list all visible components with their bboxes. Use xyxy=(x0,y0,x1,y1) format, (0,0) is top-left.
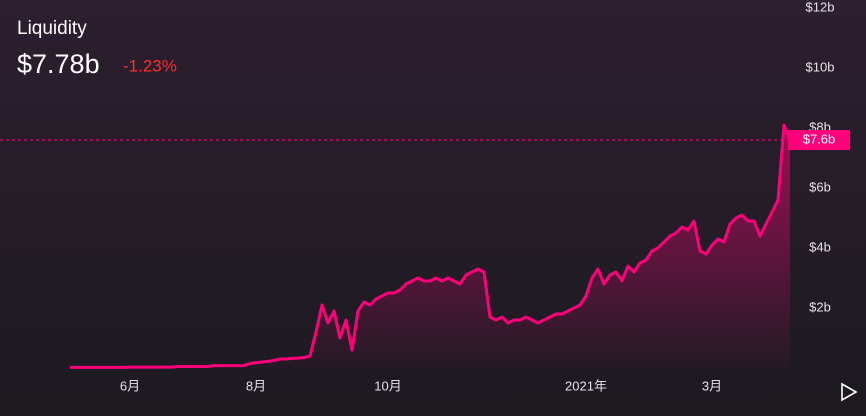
area xyxy=(70,125,790,368)
line xyxy=(70,123,792,369)
y-tick-label: $10b xyxy=(806,60,835,75)
y-tick-label: $4b xyxy=(809,239,831,254)
x-tick-label: 3月 xyxy=(702,378,722,393)
y-tick-label: $2b xyxy=(809,299,831,314)
y-tick-label: $12b xyxy=(806,0,835,15)
chart-title: Liquidity xyxy=(17,18,87,39)
play-button[interactable] xyxy=(841,382,858,402)
x-tick-label: 10月 xyxy=(374,378,401,393)
headline-value: $7.78b xyxy=(17,49,100,79)
x-tick-label: 2021年 xyxy=(565,378,607,393)
marker-label: $7.6b xyxy=(803,131,836,146)
change-percent: -1.23% xyxy=(123,56,177,75)
marker-tag xyxy=(788,130,850,151)
y-tick-label: $6b xyxy=(809,179,831,194)
x-tick-label: 8月 xyxy=(246,378,266,393)
x-tick-label: 6月 xyxy=(120,378,140,393)
